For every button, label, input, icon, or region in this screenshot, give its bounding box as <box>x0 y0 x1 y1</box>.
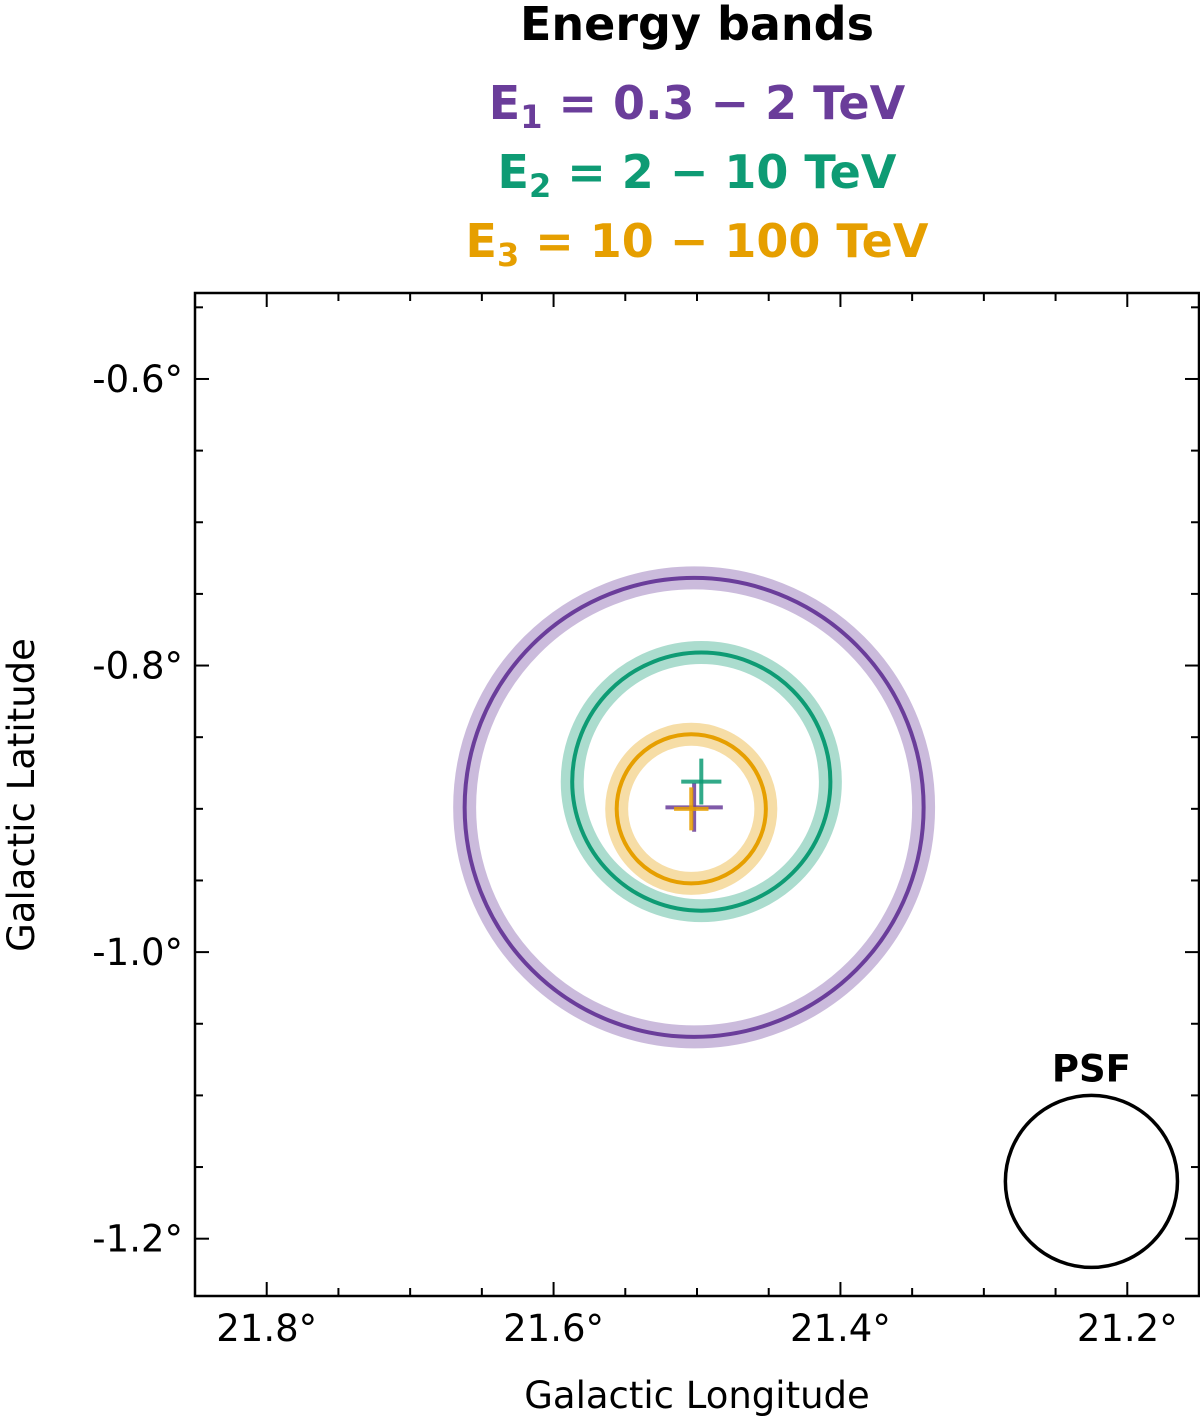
y-tick-label: -1.2° <box>92 1218 183 1261</box>
plot-area: PSF <box>453 566 1180 1270</box>
x-axis-label: Galactic Longitude <box>524 1374 870 1417</box>
y-tick-label: -0.6° <box>92 358 183 401</box>
axis-ticks <box>194 293 1200 1296</box>
radius-circle-e2 <box>570 650 833 913</box>
x-tick-label: 21.6° <box>503 1307 604 1350</box>
legend: E1 = 0.3 − 2 TeV E2 = 2 − 10 TeV E3 = 10 −… <box>466 76 929 274</box>
legend-entry-e2: E2 = 2 − 10 TeV <box>498 145 897 205</box>
x-tick-label: 21.4° <box>790 1307 891 1350</box>
axis-tick-labels: 21.8° 21.6° 21.4° 21.2° -0.6° -0.8° -1.0° -1.2° <box>92 358 1177 1350</box>
legend-entry-e1: E1 = 0.3 − 2 TeV <box>489 76 906 136</box>
y-tick-label: -0.8° <box>92 645 183 688</box>
legend-entry-e3: E3 = 10 − 100 TeV <box>466 214 929 274</box>
x-tick-label: 21.8° <box>216 1307 317 1350</box>
radius-circle-e3 <box>614 732 768 886</box>
radius-circle-e1 <box>462 575 926 1039</box>
psf-label: PSF <box>1052 1047 1131 1090</box>
y-tick-label: -1.0° <box>92 931 183 974</box>
chart-title: Energy bands <box>520 0 874 51</box>
psf-circle <box>1003 1093 1180 1270</box>
plot-frame <box>193 291 1200 1298</box>
y-axis-label: Galactic Latitude <box>0 638 43 952</box>
x-tick-label: 21.2° <box>1077 1307 1178 1350</box>
